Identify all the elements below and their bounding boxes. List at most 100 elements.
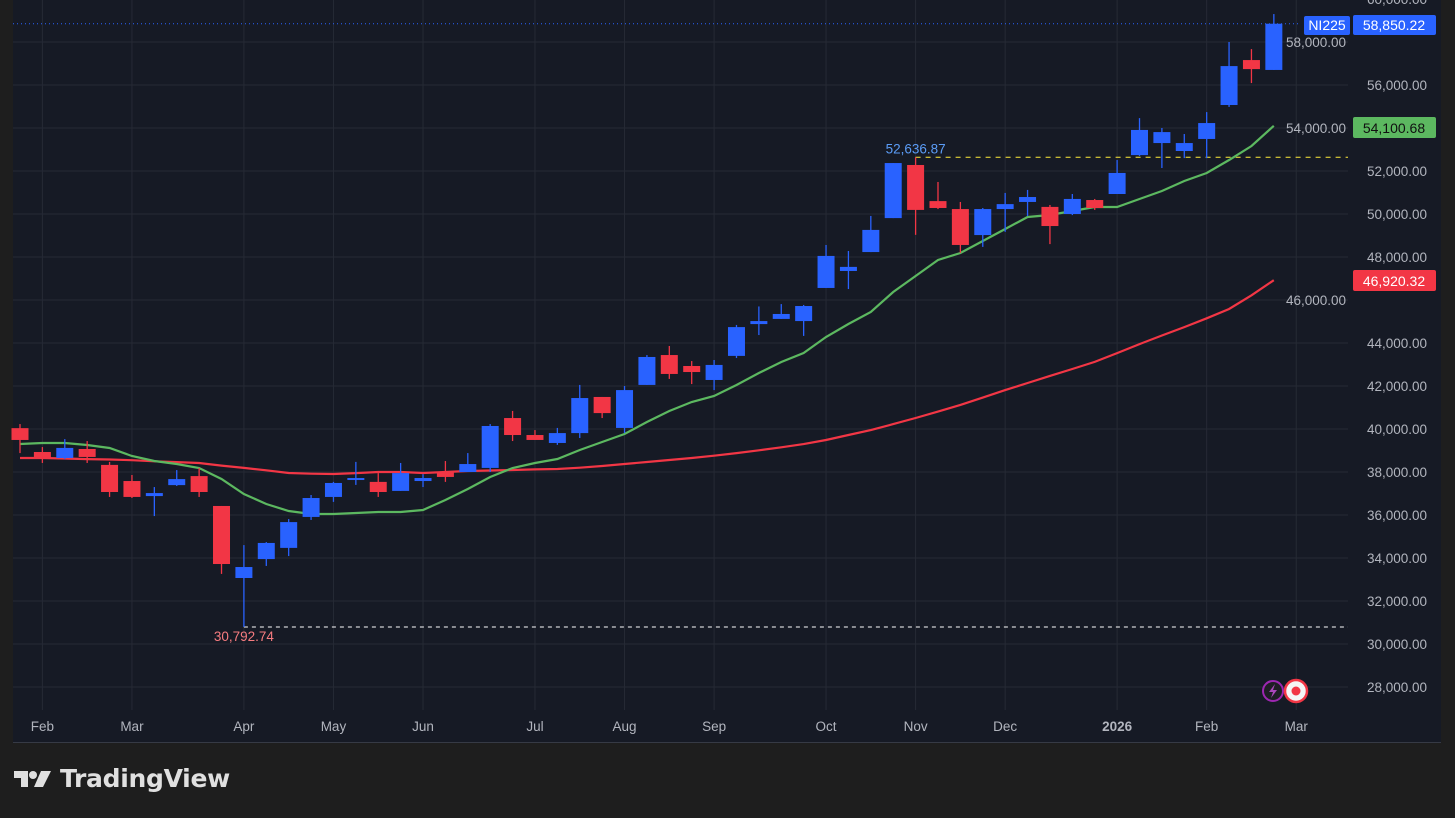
candle: [1220, 42, 1238, 107]
price-tick-label: 30,000.00: [1367, 637, 1427, 652]
candle: [504, 410, 522, 442]
price-tick-label: 42,000.00: [1367, 379, 1427, 394]
candle: [280, 519, 298, 557]
candle: [660, 346, 678, 379]
candle-body: [280, 522, 298, 548]
candle-body: [257, 542, 275, 560]
candle: [257, 542, 275, 566]
price-tick-label: 44,000.00: [1367, 336, 1427, 351]
candle: [392, 462, 410, 491]
candle-body: [213, 505, 231, 565]
candles: [11, 14, 1283, 627]
candle: [750, 306, 768, 336]
candle-body: [1242, 60, 1260, 70]
candle-body: [436, 472, 454, 477]
candle-body: [145, 493, 163, 497]
candle-body: [481, 425, 499, 468]
candle: [638, 355, 656, 385]
candle: [839, 250, 857, 290]
candle-body: [414, 478, 432, 482]
time-tick-label: Nov: [904, 719, 928, 734]
high-marker-label: 52,636.87: [886, 141, 946, 156]
candle-body: [750, 321, 768, 325]
time-tick-label: Dec: [993, 719, 1017, 734]
candle: [548, 427, 566, 445]
candle: [1265, 14, 1283, 70]
candle: [907, 157, 925, 235]
candle: [78, 441, 96, 463]
candle-body: [1063, 198, 1081, 214]
time-tick-label: Mar: [1285, 719, 1309, 734]
time-axis[interactable]: Feb Mar Apr May Jun Jul Aug Sep Oct Nov Dec 2026 Feb…: [31, 719, 1309, 734]
ma-slow-line: [20, 279, 1275, 476]
candle: [145, 487, 163, 517]
candle: [526, 430, 544, 440]
last-price-label: 58,850.22: [1363, 17, 1425, 33]
candle: [190, 467, 208, 497]
candle-body: [347, 478, 365, 481]
candle: [1131, 118, 1148, 156]
time-tick-label: Feb: [31, 719, 54, 734]
candle: [1242, 49, 1260, 84]
lightning-icon[interactable]: [1262, 680, 1284, 702]
tradingview-logo-icon: [14, 770, 51, 787]
candle: [1198, 112, 1216, 159]
candle: [951, 201, 969, 253]
candle: [347, 461, 365, 485]
candle: [481, 424, 499, 472]
candle-body: [571, 398, 589, 434]
candle-body: [123, 481, 141, 497]
tradingview-logo[interactable]: TradingView: [14, 764, 230, 793]
candle: [1108, 160, 1126, 195]
candle: [213, 505, 231, 574]
price-axis[interactable]: 28,000.00 30,000.00 32,000.00 34,000.00 36,0…: [1286, 0, 1427, 695]
time-tick-label: Feb: [1195, 719, 1218, 734]
candle: [11, 424, 29, 454]
candle-body: [392, 473, 410, 491]
candle-body: [660, 355, 678, 374]
symbol-badge: NI225: [1308, 17, 1346, 33]
price-tick-label: 38,000.00: [1367, 465, 1427, 480]
candle-body: [11, 428, 29, 440]
candle: [1063, 194, 1081, 216]
candle: [436, 461, 454, 482]
candle: [414, 474, 432, 488]
candle-body: [1019, 197, 1037, 202]
candle-body: [974, 209, 992, 236]
candle: [123, 475, 141, 499]
candle-body: [56, 447, 74, 459]
candle-body: [168, 479, 186, 486]
candle-body: [78, 448, 96, 457]
annotations: 52,636.87 30,792.74: [13, 23, 1348, 644]
candle-body: [593, 396, 611, 414]
price-tick-label: 58,000.00: [1286, 35, 1346, 50]
candle-body: [1108, 172, 1126, 195]
ma-slow-label: 46,920.32: [1363, 273, 1425, 289]
candle-body: [907, 164, 925, 210]
candle: [1175, 134, 1193, 159]
candle: [705, 359, 723, 391]
candle-body: [33, 452, 51, 459]
candle: [795, 304, 813, 336]
candle-body: [1175, 143, 1193, 152]
candle: [862, 215, 880, 253]
candle-body: [884, 163, 902, 219]
price-tick-label: 50,000.00: [1367, 207, 1427, 222]
price-tick-label: 46,000.00: [1286, 293, 1346, 308]
low-marker-label: 30,792.74: [214, 629, 275, 644]
price-tick-label: 54,000.00: [1286, 121, 1346, 136]
time-tick-label: Mar: [120, 719, 144, 734]
candle-body: [302, 498, 320, 517]
candle-body: [996, 204, 1014, 210]
time-tick-label: Sep: [702, 719, 726, 734]
candle-body: [683, 366, 701, 373]
time-tick-label: 2026: [1102, 719, 1133, 734]
candle-body: [324, 482, 342, 497]
record-icon[interactable]: [1283, 678, 1309, 704]
candle: [727, 324, 745, 359]
last-price-badge-bg: [1353, 15, 1436, 35]
candle-body: [504, 418, 522, 436]
candle-body: [772, 313, 790, 319]
candle: [1041, 204, 1059, 245]
